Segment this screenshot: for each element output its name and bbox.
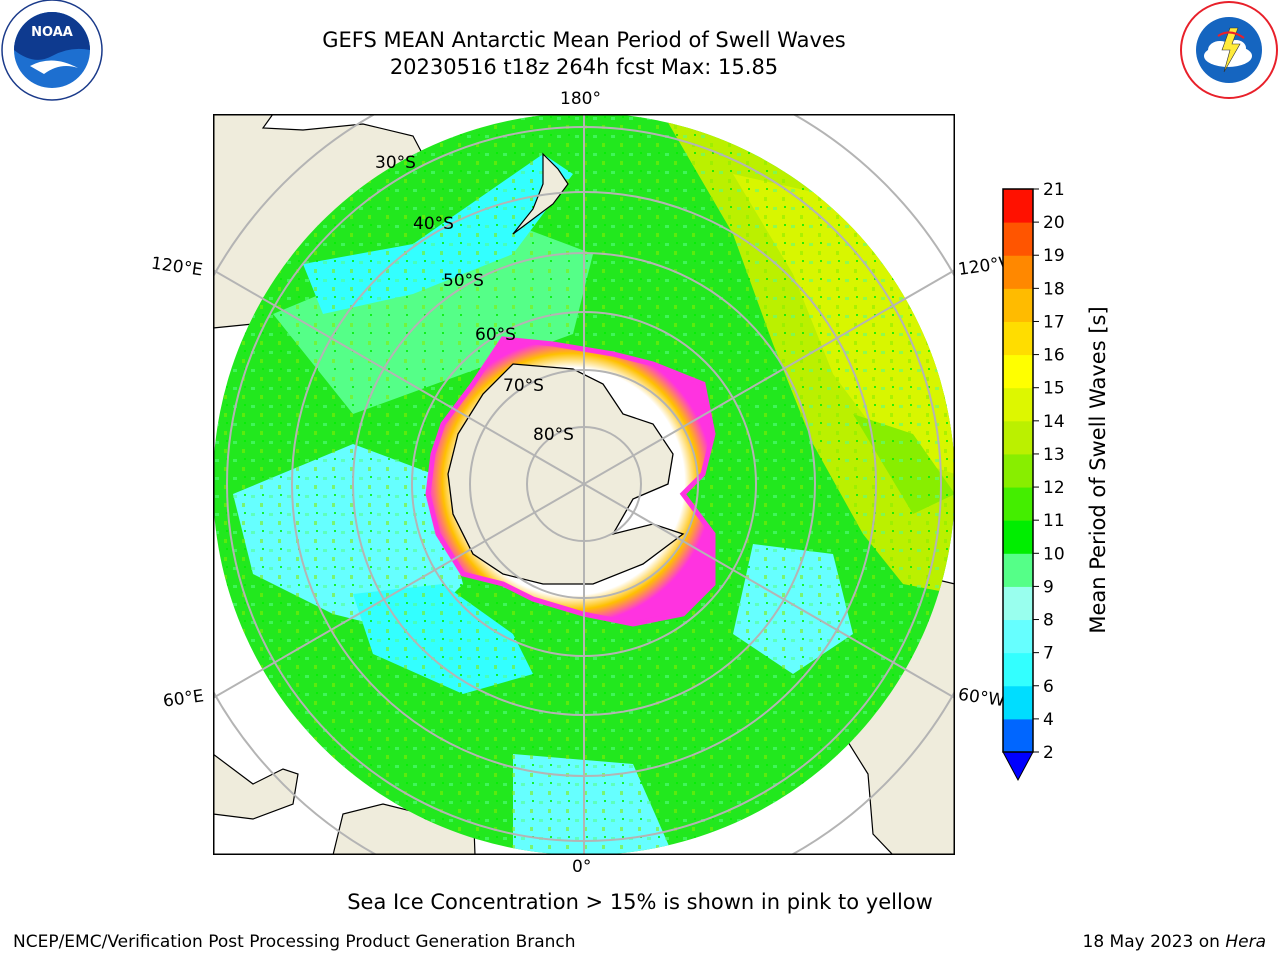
colorbar-tick-label: 16 — [1043, 346, 1065, 366]
colorbar-tick-label: 8 — [1043, 611, 1054, 631]
colorbar-band — [1003, 288, 1033, 322]
colorbar-band — [1003, 255, 1033, 289]
lon-label-0: 0° — [572, 857, 592, 877]
noaa-logo: NOAA — [1, 0, 103, 101]
colorbar-band — [1003, 453, 1033, 488]
colorbar-band — [1003, 354, 1033, 389]
colorbar-tick-label: 7 — [1043, 644, 1054, 664]
footer-credit: NCEP/EMC/Verification Post Processing Pr… — [13, 932, 576, 952]
colorbar-tick-label: 4 — [1043, 710, 1054, 730]
colorbar-band — [1003, 619, 1033, 654]
colorbar-tick-label: 17 — [1043, 312, 1065, 332]
colorbar-tick-label: 21 — [1043, 180, 1065, 200]
colorbar-tick-label: 2 — [1043, 743, 1054, 763]
noaa-wordmark: NOAA — [31, 25, 73, 40]
colorbar-tick-label: 13 — [1043, 445, 1065, 465]
colorbar-band — [1003, 222, 1033, 256]
lat-label-40s: 40°S — [413, 214, 454, 234]
colorbar-bands — [1003, 189, 1033, 753]
colorbar-band — [1003, 487, 1033, 521]
colorbar-band — [1003, 652, 1033, 687]
colorbar-tick-label: 15 — [1043, 379, 1065, 399]
sea-ice-note: Sea Ice Concentration > 15% is shown in … — [347, 890, 933, 914]
lon-label-60e: 60°E — [161, 686, 206, 712]
polar-stereographic-map: 30°S 40°S 50°S 60°S 70°S 80°S — [213, 114, 955, 855]
colorbar-band — [1003, 387, 1033, 422]
colorbar: 21 20 19 18 17 16 15 14 13 12 11 10 9 8 7 6 4 2 — [1002, 180, 1065, 782]
new-zealand-land — [512, 152, 569, 235]
lat-label-50s: 50°S — [443, 271, 484, 291]
colorbar-tick-label: 11 — [1043, 511, 1065, 531]
colorbar-band — [1003, 321, 1033, 356]
colorbar-band — [1003, 586, 1033, 621]
footer-date: 18 May 2023 on Hera — [1083, 932, 1267, 952]
colorbar-band — [1003, 553, 1033, 587]
lat-label-30s: 30°S — [375, 153, 416, 173]
colorbar-title: Mean Period of Swell Waves [s] — [1086, 306, 1110, 634]
graticule — [213, 114, 955, 855]
colorbar-band — [1003, 718, 1033, 753]
colorbar-tick-label: 18 — [1043, 279, 1065, 299]
chart-subtitle: 20230516 t18z 264h fcst Max: 15.85 — [389, 55, 779, 79]
lon-label-120e: 120°E — [149, 253, 204, 281]
colorbar-extend-arrow — [1002, 751, 1034, 782]
map-border — [213, 114, 955, 855]
chart-title: GEFS MEAN Antarctic Mean Period of Swell… — [322, 28, 846, 52]
colorbar-tick-label: 14 — [1043, 412, 1065, 432]
footer-host: Hera — [1225, 932, 1266, 952]
madagascar-land — [213, 753, 299, 820]
colorbar-tick-label: 19 — [1043, 246, 1065, 266]
colorbar-band — [1003, 520, 1033, 554]
lat-label-70s: 70°S — [503, 376, 544, 396]
nws-logo — [1180, 1, 1278, 99]
colorbar-band — [1003, 420, 1033, 455]
lon-label-180: 180° — [560, 89, 601, 109]
colorbar-band — [1003, 189, 1033, 223]
colorbar-tick-label: 6 — [1043, 677, 1054, 697]
lat-label-60s: 60°S — [475, 325, 516, 345]
lat-label-80s: 80°S — [533, 425, 574, 445]
colorbar-tick-label: 12 — [1043, 478, 1065, 498]
colorbar-band — [1003, 685, 1033, 720]
colorbar-tick-label: 20 — [1043, 213, 1065, 233]
colorbar-outline — [1002, 188, 1034, 753]
colorbar-tick-label: 10 — [1043, 544, 1065, 564]
footer-date-text: 18 May 2023 on — [1082, 932, 1226, 952]
colorbar-tick-label: 9 — [1043, 577, 1054, 597]
